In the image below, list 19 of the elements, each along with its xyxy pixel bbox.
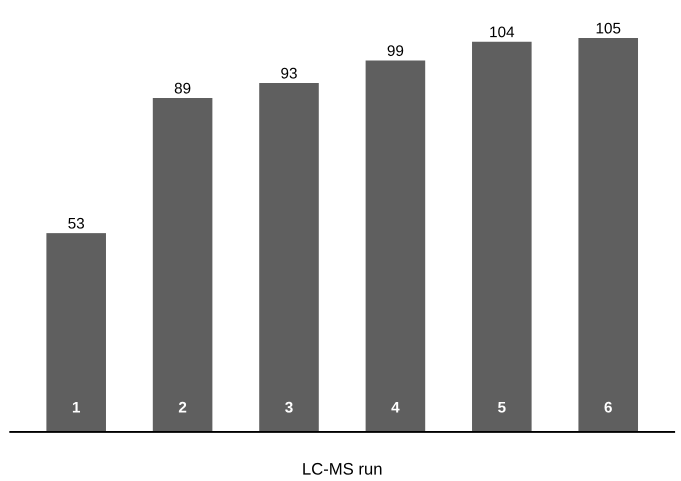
x-tick-label: 5 xyxy=(498,402,506,413)
data-label: 89 xyxy=(174,82,190,94)
x-tick-label: 3 xyxy=(285,402,293,413)
bar xyxy=(152,98,212,432)
x-tick-label: 1 xyxy=(72,402,80,412)
x-tick-label: 4 xyxy=(391,402,400,412)
bar xyxy=(472,42,532,432)
bar xyxy=(366,60,426,432)
bar xyxy=(46,233,106,432)
bar xyxy=(578,38,638,432)
bar xyxy=(259,83,319,432)
data-label: 99 xyxy=(388,45,404,56)
data-label: 105 xyxy=(596,22,620,34)
x-axis-title: LC-MS run xyxy=(303,462,382,475)
data-label: 104 xyxy=(490,26,514,38)
x-tick-label: 6 xyxy=(604,402,612,413)
data-label: 53 xyxy=(68,218,84,229)
data-label: 93 xyxy=(281,68,297,79)
x-tick-label: 2 xyxy=(178,402,186,412)
